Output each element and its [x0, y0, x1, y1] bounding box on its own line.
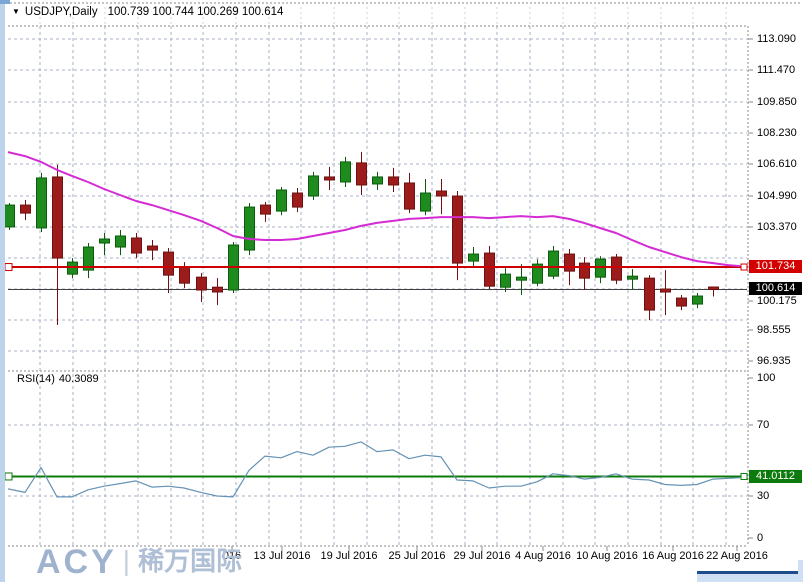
price-tick: 113.090 [757, 33, 796, 45]
rsi-level-badge: 41.0112 [749, 470, 802, 483]
broker-watermark: ACY | 稀万国际 [36, 541, 242, 582]
window-bottom-chrome [697, 574, 803, 582]
price-tick: 104.990 [757, 190, 797, 202]
current-price-badge: 100.614 [749, 282, 802, 295]
chart-title-bar[interactable]: ▼ USDJPY,Daily 100.739 100.744 100.269 100… [12, 6, 283, 22]
rsi-tick: 70 [757, 419, 770, 431]
frame-layer [2, 2, 801, 551]
window-bottom-border [697, 571, 803, 574]
price-tick: 109.850 [757, 96, 797, 108]
date-tick: 016 [222, 550, 242, 562]
broker-name-chinese: 稀万国际 [138, 546, 243, 576]
date-tick: 4 Aug 2016 [515, 550, 571, 562]
price-tick: 111.470 [757, 64, 796, 76]
rsi-tick: 30 [757, 490, 770, 502]
grid-layer [8, 7, 747, 546]
date-tick: 29 Jul 2016 [453, 550, 511, 562]
window-right-chrome [798, 560, 803, 582]
chart-symbol-title: USDJPY,Daily [24, 6, 98, 18]
chart-ohlc-quotes: 100.739 100.744 100.269 100.614 [107, 6, 284, 18]
moving-average-line [7, 151, 741, 268]
chart-expand-icon[interactable]: ▼ [12, 7, 20, 16]
indicator-label[interactable]: RSI(14) 40.3089 [17, 373, 103, 385]
price-tick: 96.935 [757, 355, 791, 367]
window-left-border [0, 0, 5, 582]
rsi-tick: 100 [757, 372, 776, 384]
broker-logo-text: ACY [36, 543, 117, 581]
date-tick: 25 Jul 2016 [388, 550, 446, 562]
window-top-left-fragment [0, 0, 10, 4]
price-tick: 98.555 [757, 324, 791, 336]
price-tick: 103.370 [757, 221, 797, 233]
watermark-divider: | [122, 545, 131, 576]
candles-layer [4, 151, 719, 325]
date-tick: 22 Aug 2016 [706, 550, 768, 562]
date-tick: 13 Jul 2016 [253, 550, 311, 562]
rsi-indicator-line [7, 441, 741, 498]
price-tick: 100.175 [757, 295, 797, 307]
resistance-price-badge: 101.734 [749, 260, 802, 273]
price-tick: 106.610 [757, 158, 797, 170]
indicator-name: RSI(14) [17, 373, 55, 385]
date-tick: 19 Jul 2016 [320, 550, 378, 562]
indicator-value: 40.3089 [58, 373, 99, 385]
date-tick: 16 Aug 2016 [642, 550, 704, 562]
rsi-tick: 0 [757, 532, 764, 544]
price-tick: 108.230 [757, 127, 797, 139]
horizontal-level-lines[interactable] [4, 263, 748, 481]
date-tick: 10 Aug 2016 [576, 550, 638, 562]
